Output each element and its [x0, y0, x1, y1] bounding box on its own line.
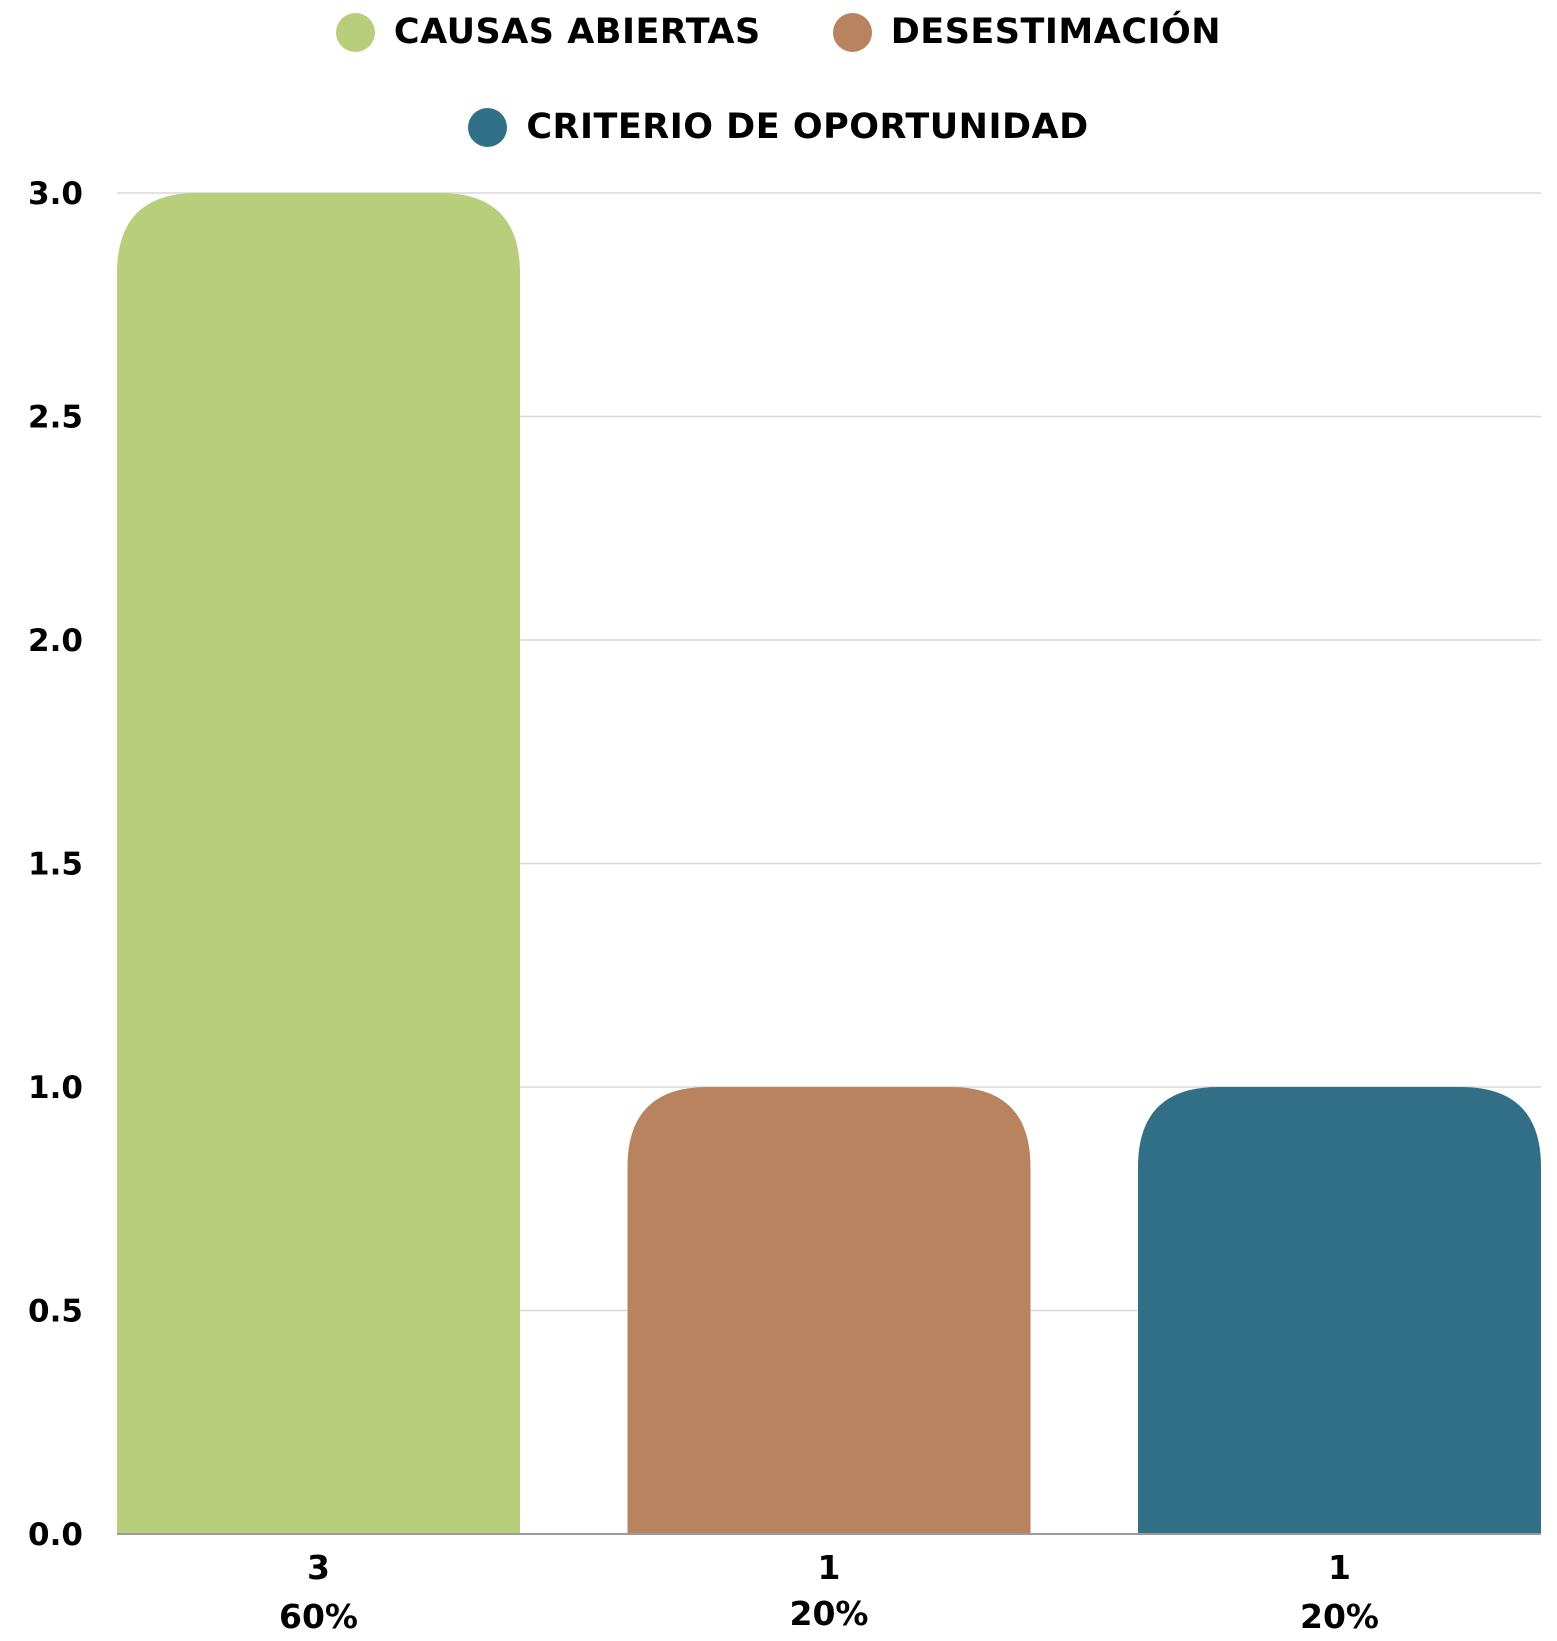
legend-label-desestimacion: DESESTIMACIÓN — [890, 12, 1222, 52]
bar — [1138, 1087, 1541, 1534]
y-tick-label: 1.0 — [28, 1070, 83, 1106]
y-tick-label: 2.0 — [28, 623, 83, 659]
legend-label-causas-abiertas: CAUSAS ABIERTAS — [393, 12, 761, 52]
bar — [627, 1087, 1031, 1534]
y-tick-label: 0.5 — [28, 1294, 83, 1330]
legend-item-causas-abiertas: CAUSAS ABIERTAS — [335, 12, 761, 52]
legend-swatch-causas-abiertas — [335, 12, 375, 52]
bar — [117, 193, 520, 1534]
legend-swatch-desestimacion — [832, 12, 872, 52]
bar-value-label: 1 — [1328, 1548, 1351, 1587]
legend-item-desestimacion: DESESTIMACIÓN — [832, 12, 1222, 52]
bar-value-label: 1 — [818, 1548, 841, 1587]
bar-percent-label: 20% — [1300, 1597, 1379, 1636]
y-tick-label: 2.5 — [28, 400, 83, 436]
bar-percent-label: 20% — [790, 1594, 869, 1633]
bar-percent-label: 60% — [279, 1597, 358, 1636]
y-tick-label: 0.0 — [28, 1517, 83, 1553]
legend-item-criterio-de-oportunidad: CRITERIO DE OPORTUNIDAD — [468, 107, 1088, 147]
y-tick-label: 1.5 — [28, 847, 83, 883]
bar-value-label: 3 — [307, 1548, 330, 1587]
legend-swatch-criterio-de-oportunidad — [468, 107, 508, 147]
legend-row-2: CRITERIO DE OPORTUNIDAD — [0, 103, 1557, 151]
legend-label-criterio-de-oportunidad: CRITERIO DE OPORTUNIDAD — [526, 107, 1089, 147]
y-tick-label: 3.0 — [28, 176, 83, 212]
legend-row-1: CAUSAS ABIERTAS DESESTIMACIÓN — [0, 8, 1557, 56]
